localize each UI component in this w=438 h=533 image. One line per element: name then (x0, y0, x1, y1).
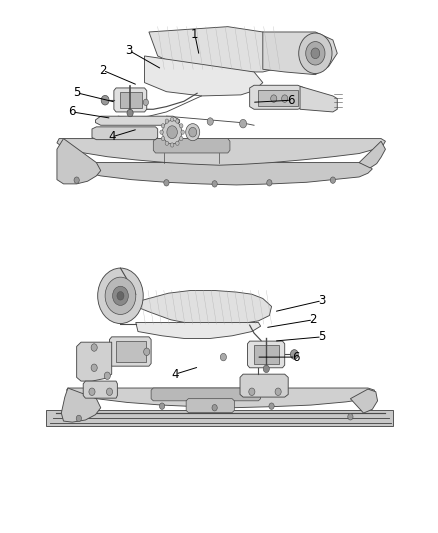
Circle shape (91, 364, 97, 372)
Text: 2: 2 (309, 313, 317, 326)
Polygon shape (95, 116, 180, 125)
Circle shape (101, 95, 109, 105)
Circle shape (170, 117, 174, 122)
Circle shape (189, 127, 197, 137)
Polygon shape (153, 139, 230, 153)
Polygon shape (359, 141, 385, 168)
Circle shape (306, 42, 325, 65)
Circle shape (220, 353, 226, 361)
Polygon shape (92, 127, 158, 140)
Circle shape (127, 109, 133, 117)
Circle shape (104, 372, 110, 379)
Circle shape (98, 268, 143, 324)
Polygon shape (120, 92, 142, 108)
Polygon shape (240, 374, 288, 397)
Circle shape (249, 388, 255, 395)
Circle shape (180, 136, 183, 141)
Text: 6: 6 (287, 94, 295, 107)
Circle shape (330, 177, 336, 183)
Text: 6: 6 (292, 351, 300, 364)
Circle shape (212, 405, 217, 411)
Circle shape (176, 119, 179, 123)
Text: 3: 3 (126, 44, 133, 57)
Circle shape (269, 403, 274, 409)
Polygon shape (258, 90, 298, 106)
Circle shape (170, 143, 174, 147)
Circle shape (212, 181, 217, 187)
Circle shape (165, 141, 169, 146)
Polygon shape (136, 322, 261, 338)
Polygon shape (250, 85, 304, 109)
Polygon shape (83, 381, 117, 398)
Circle shape (144, 348, 150, 356)
Text: 5: 5 (318, 330, 325, 343)
Text: 4: 4 (108, 131, 116, 143)
Circle shape (263, 365, 269, 373)
Polygon shape (186, 399, 234, 413)
Circle shape (113, 286, 128, 305)
Polygon shape (263, 32, 337, 75)
Polygon shape (110, 337, 151, 366)
Circle shape (161, 124, 165, 128)
Circle shape (186, 124, 200, 141)
Polygon shape (247, 341, 285, 368)
Polygon shape (57, 139, 101, 184)
Circle shape (311, 48, 320, 59)
Polygon shape (81, 163, 372, 185)
Circle shape (117, 292, 124, 300)
Circle shape (176, 141, 179, 146)
Circle shape (348, 414, 353, 420)
Circle shape (164, 180, 169, 186)
Text: 6: 6 (68, 106, 76, 118)
Polygon shape (145, 56, 263, 96)
Circle shape (167, 126, 177, 139)
Polygon shape (77, 342, 112, 381)
Circle shape (271, 95, 277, 102)
Circle shape (74, 177, 79, 183)
Polygon shape (151, 388, 261, 401)
Circle shape (106, 388, 113, 395)
Circle shape (275, 388, 281, 395)
Circle shape (91, 344, 97, 351)
Circle shape (161, 136, 165, 141)
Circle shape (290, 350, 298, 359)
Text: 4: 4 (171, 368, 179, 381)
Text: 5: 5 (73, 86, 80, 99)
Polygon shape (300, 86, 337, 112)
Polygon shape (114, 88, 147, 112)
Polygon shape (61, 388, 101, 422)
Circle shape (162, 120, 182, 144)
Polygon shape (149, 27, 293, 72)
Circle shape (159, 403, 165, 409)
Polygon shape (129, 290, 272, 325)
Circle shape (76, 415, 81, 422)
Circle shape (240, 119, 247, 128)
Circle shape (165, 119, 169, 123)
Circle shape (181, 130, 184, 134)
Circle shape (180, 124, 183, 128)
Circle shape (143, 99, 148, 106)
Circle shape (299, 33, 332, 74)
Circle shape (267, 180, 272, 186)
Polygon shape (46, 410, 393, 426)
Circle shape (160, 130, 163, 134)
Circle shape (207, 118, 213, 125)
Circle shape (282, 95, 288, 102)
Polygon shape (350, 389, 378, 413)
Text: 3: 3 (318, 294, 325, 307)
Polygon shape (57, 139, 385, 165)
Text: 2: 2 (99, 64, 107, 77)
Text: 1: 1 (191, 28, 199, 41)
Polygon shape (254, 345, 279, 364)
Polygon shape (67, 388, 374, 408)
Circle shape (105, 277, 136, 314)
Polygon shape (116, 341, 146, 362)
Circle shape (89, 388, 95, 395)
